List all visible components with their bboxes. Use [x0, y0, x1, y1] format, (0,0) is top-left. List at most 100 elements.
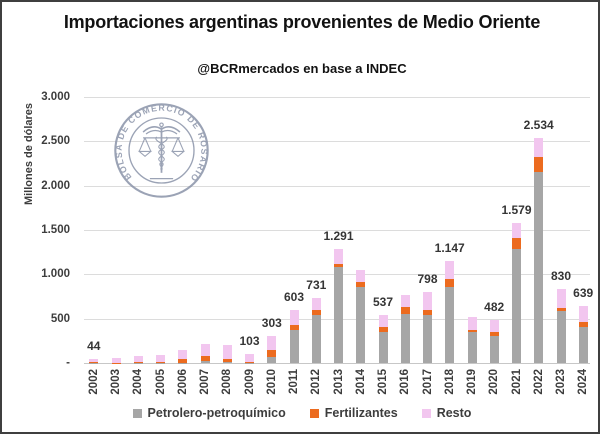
bar-2021-fertilizantes [512, 238, 521, 249]
y-axis-tick: 3.000 [41, 91, 70, 103]
x-axis-tick-2017: 2017 [421, 369, 434, 395]
x-axis-tick-2005: 2005 [154, 369, 167, 395]
bar-2012-fertilizantes [311, 309, 321, 315]
bar-2016-resto [400, 294, 410, 308]
bar-2015-resto [378, 315, 388, 328]
bar-2009-resto [245, 353, 254, 362]
bar-2018-fertilizantes [445, 278, 455, 287]
bcr-seal-logo: BOLSA DE COMERCIO DE ROSARIO [114, 103, 209, 198]
bar-2005-fertilizantes [156, 362, 165, 363]
bar-2014-petrolero [356, 287, 366, 363]
x-axis-tick-2024: 2024 [577, 369, 590, 395]
bar-2023-petrolero [556, 310, 566, 363]
legend-label: Resto [436, 406, 472, 420]
data-label-2024: 639 [573, 286, 594, 301]
bar-2002-resto [89, 359, 99, 363]
scale-pan-left-icon [137, 137, 153, 158]
x-axis-tick-2011: 2011 [288, 369, 300, 394]
bar-2009-fertilizantes [245, 361, 254, 363]
data-label-2023: 830 [550, 269, 572, 284]
bar-2023-fertilizantes [556, 307, 566, 311]
chart-legend: Petrolero-petroquímico Fertilizantes Resto [2, 406, 598, 420]
bar-2019-fertilizantes [467, 330, 477, 333]
legend-swatch-icon [421, 408, 431, 418]
x-axis-tick-2023: 2023 [555, 369, 567, 395]
data-label-2002: 44 [87, 339, 101, 354]
bar-2022-resto [534, 138, 544, 158]
legend-item-fertilizantes: Fertilizantes [309, 406, 398, 420]
x-axis-line [84, 363, 590, 364]
bar-2006-resto [178, 350, 188, 360]
bar-2019-resto [467, 316, 477, 331]
seal-outer-ring [114, 103, 209, 198]
bar-2020-fertilizantes [489, 332, 499, 336]
bar-2022-fertilizantes [534, 157, 544, 173]
data-label-2013: 1.291 [323, 228, 354, 243]
bar-2021-petrolero [512, 248, 521, 363]
bar-2013-petrolero [334, 266, 343, 363]
x-axis-tick-2002: 2002 [87, 369, 100, 395]
bar-2007-fertilizantes [200, 355, 210, 361]
bar-2017-fertilizantes [423, 309, 432, 316]
bar-2017-petrolero [423, 315, 432, 363]
bar-2003-resto [111, 358, 121, 363]
legend-swatch-icon [309, 408, 319, 418]
x-axis-tick-2013: 2013 [332, 369, 345, 395]
bar-2012-petrolero [311, 314, 321, 363]
bar-2011-resto [289, 309, 299, 326]
bar-2010-fertilizantes [267, 349, 277, 357]
bar-2016-petrolero [400, 314, 410, 363]
x-axis-tick-2015: 2015 [377, 369, 389, 395]
x-axis-tick-2010: 2010 [265, 369, 278, 395]
bar-2024-resto [578, 306, 588, 322]
y-axis-tick: - [66, 357, 70, 369]
gridline [84, 97, 590, 98]
bar-2011-petrolero [289, 330, 299, 363]
data-label-2012: 731 [306, 278, 327, 293]
data-label-2022: 2.534 [523, 118, 554, 133]
gridline [84, 141, 590, 143]
bar-2012-resto [311, 298, 321, 310]
bar-2015-fertilizantes [378, 327, 388, 333]
bar-2002-fertilizantes [89, 362, 99, 363]
bar-2014-fertilizantes [356, 282, 366, 288]
bar-2016-fertilizantes [400, 307, 410, 315]
bar-2017-resto [423, 292, 432, 310]
x-axis-tick-2020: 2020 [488, 369, 501, 395]
bar-2020-petrolero [489, 335, 499, 363]
bar-2018-petrolero [445, 286, 455, 363]
y-axis-tick: 2.000 [41, 179, 70, 192]
x-axis-tick-2018: 2018 [443, 369, 456, 395]
bar-2010-petrolero [267, 356, 277, 363]
bar-2010-resto [267, 336, 277, 350]
data-label-2021: 1.579 [501, 203, 532, 217]
data-label-2011: 603 [283, 289, 305, 304]
x-axis-tick-2003: 2003 [110, 369, 122, 395]
legend-item-petrolero: Petrolero-petroquímico [132, 406, 286, 420]
y-axis-title: Millones de dólares [23, 102, 35, 206]
data-label-2018: 1.147 [434, 241, 465, 256]
bar-2011-fertilizantes [289, 325, 299, 331]
chart-subtitle: @BCRmercados en base a INDEC [197, 61, 407, 76]
x-axis-tick-2019: 2019 [466, 369, 478, 395]
bar-2024-fertilizantes [578, 321, 588, 327]
legend-label: Petrolero-petroquímico [147, 406, 286, 420]
x-axis-tick-2016: 2016 [399, 369, 412, 395]
bar-2008-resto [222, 345, 232, 360]
gridline [84, 185, 590, 187]
y-axis-tick: 1.000 [41, 268, 70, 281]
bar-2019-petrolero [467, 332, 477, 363]
bar-2020-resto [489, 320, 499, 333]
x-axis-tick-2007: 2007 [199, 369, 211, 395]
bar-2005-resto [156, 355, 165, 363]
bar-2006-fertilizantes [178, 359, 188, 363]
y-axis-tick: 500 [50, 312, 70, 325]
x-axis-tick-2014: 2014 [354, 369, 367, 395]
x-axis-tick-2021: 2021 [510, 369, 523, 395]
bar-2022-petrolero [534, 172, 544, 363]
bar-2023-resto [556, 289, 566, 308]
bar-2021-resto [512, 223, 521, 239]
x-axis-tick-2006: 2006 [176, 369, 189, 395]
gridline [84, 230, 590, 231]
